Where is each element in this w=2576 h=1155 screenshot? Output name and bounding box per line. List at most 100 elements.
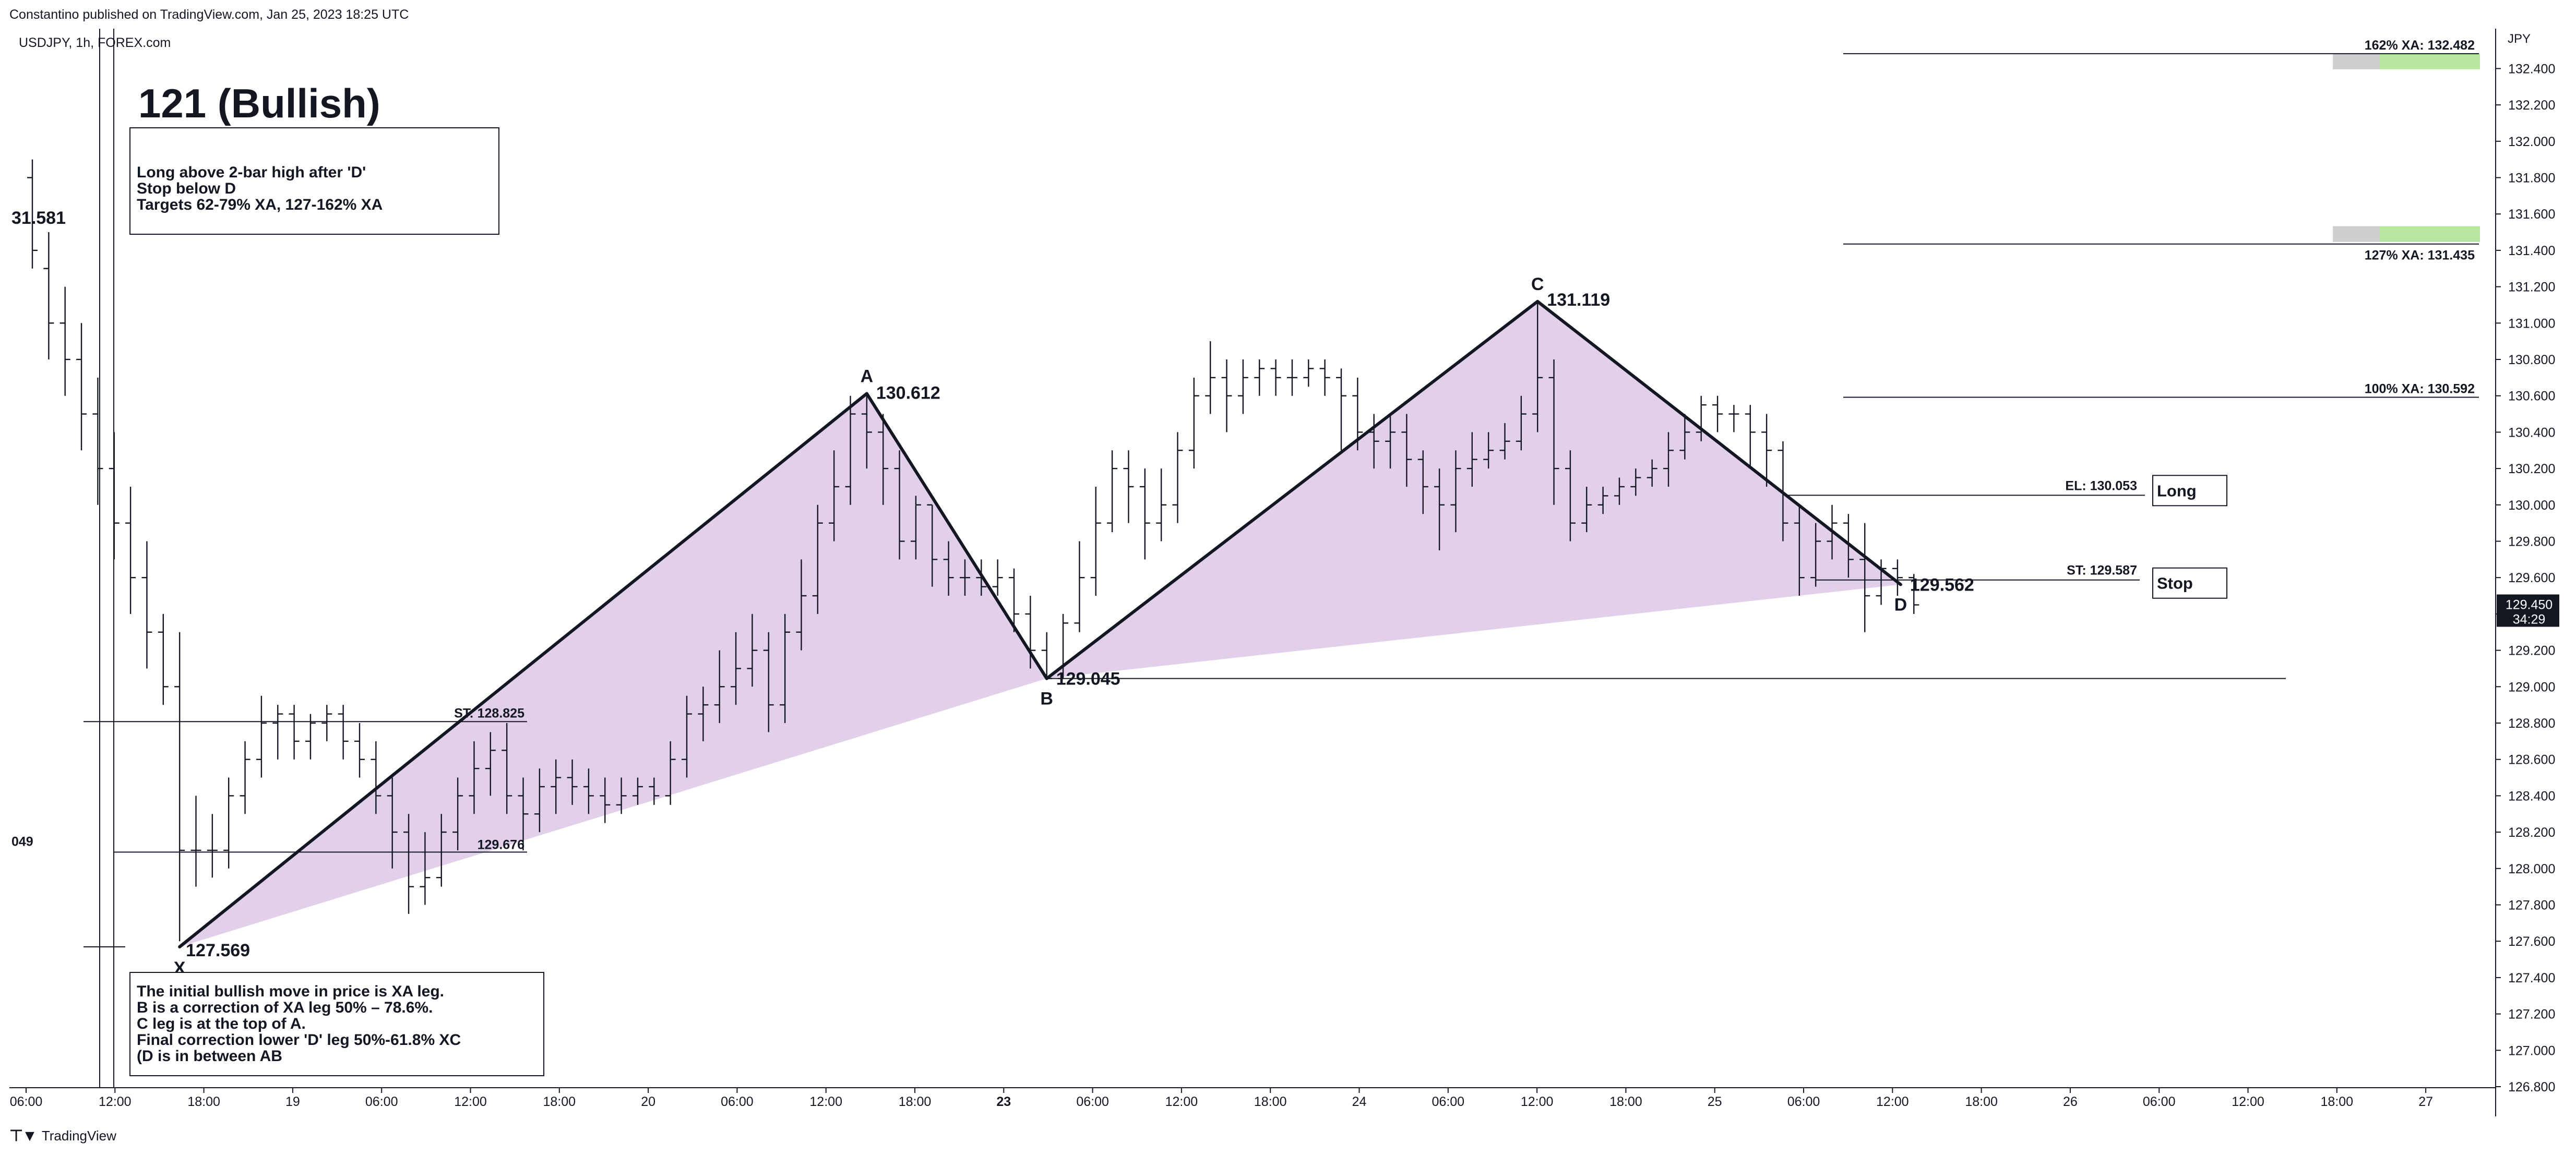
long-signal-box[interactable]: Long bbox=[2152, 475, 2227, 507]
ohlc-bar bbox=[910, 496, 921, 560]
y-tick-label: 130.000 bbox=[2508, 498, 2555, 513]
ohlc-bar bbox=[321, 705, 332, 741]
ohlc-bar bbox=[894, 450, 905, 560]
left-edge-level: 049 bbox=[11, 834, 33, 849]
ohlc-bar bbox=[1745, 405, 1756, 469]
pattern-leg-ab bbox=[865, 392, 1048, 680]
ohlc-bar bbox=[959, 559, 970, 596]
x-tick-label: 06:00 bbox=[721, 1094, 754, 1109]
ohlc-bar bbox=[583, 768, 594, 814]
ohlc-bar bbox=[174, 632, 185, 942]
ohlc-bar bbox=[1123, 450, 1134, 523]
ohlc-bar bbox=[665, 741, 676, 805]
y-tick-label: 127.800 bbox=[2508, 898, 2555, 913]
ohlc-bar bbox=[943, 541, 954, 596]
y-tick-label: 129.000 bbox=[2508, 680, 2555, 694]
x-tick-label: 12:00 bbox=[809, 1094, 842, 1109]
tradingview-footer[interactable]: ⊤▼ TradingView bbox=[9, 1127, 116, 1145]
ohlc-bar bbox=[1466, 432, 1477, 487]
y-tick-label: 130.400 bbox=[2508, 425, 2555, 440]
ohlc-bar bbox=[1909, 574, 1919, 614]
y-tick-label: 132.400 bbox=[2508, 62, 2555, 76]
point-a-letter: A bbox=[861, 367, 874, 387]
ohlc-bar bbox=[878, 414, 889, 505]
x-tick-label: 18:00 bbox=[1254, 1094, 1287, 1109]
y-tick-label: 128.200 bbox=[2508, 825, 2555, 840]
left-edge-price: 31.581 bbox=[11, 208, 66, 228]
y-tick-label: 130.800 bbox=[2508, 353, 2555, 367]
pattern-leg-cd bbox=[1536, 299, 1902, 586]
ohlc-bar bbox=[861, 393, 872, 469]
ohlc-bar bbox=[1009, 568, 1019, 632]
note-bottom-line: (D is in between AB bbox=[137, 1048, 282, 1065]
current-price-bg bbox=[2497, 594, 2559, 627]
entry-level-label: EL: 130.053 bbox=[2065, 478, 2137, 493]
ohlc-bar bbox=[272, 705, 283, 760]
note-bottom-line: The initial bullish move in price is XA … bbox=[137, 983, 444, 1000]
ohlc-bar bbox=[403, 814, 414, 914]
ohlc-bar bbox=[1107, 450, 1118, 533]
current-price-value: 129.450 bbox=[2506, 597, 2553, 612]
ohlc-bar bbox=[1434, 468, 1445, 550]
note-top-line: Targets 62-79% XA, 127-162% XA bbox=[137, 196, 383, 213]
y-tick-label: 131.800 bbox=[2508, 171, 2555, 186]
stop-left-label: ST: 128.825 bbox=[454, 706, 524, 720]
ohlc-bar bbox=[223, 777, 234, 869]
point-c-letter: C bbox=[1531, 274, 1544, 294]
ohlc-bar bbox=[1728, 405, 1739, 432]
ohlc-bar bbox=[59, 286, 70, 396]
point-c-price: 131.119 bbox=[1547, 290, 1610, 310]
ohlc-bar bbox=[845, 395, 856, 505]
y-tick-label: 127.400 bbox=[2508, 971, 2555, 985]
y-tick-label: 126.800 bbox=[2508, 1080, 2555, 1094]
ohlc-bar bbox=[534, 768, 545, 833]
y-tick-label: 131.200 bbox=[2508, 280, 2555, 295]
ohlc-bar bbox=[452, 777, 463, 850]
ohlc-bar bbox=[1270, 359, 1281, 396]
ohlc-bar bbox=[1532, 301, 1543, 432]
stop-signal-box[interactable]: Stop bbox=[2152, 567, 2227, 599]
ohlc-bar bbox=[1859, 523, 1870, 632]
ohlc-bar bbox=[551, 759, 562, 814]
ohlc-bar bbox=[1254, 359, 1265, 396]
point-a-price: 130.612 bbox=[876, 383, 940, 403]
ohlc-bar bbox=[1090, 486, 1101, 596]
ohlc-bar bbox=[338, 705, 349, 760]
pattern-leg-bc bbox=[1045, 299, 1540, 680]
long-signal-box-frame bbox=[2152, 475, 2227, 507]
y-tick-label: 128.600 bbox=[2508, 753, 2555, 767]
y-tick-label: 129.200 bbox=[2508, 644, 2555, 658]
ohlc-bar bbox=[682, 695, 692, 778]
stop-signal-box-frame bbox=[2152, 567, 2227, 599]
y-tick-label: 127.000 bbox=[2508, 1043, 2555, 1058]
note-top-line: Stop below D bbox=[137, 180, 236, 197]
ohlc-bar bbox=[141, 541, 152, 669]
target-zone-162-hatch bbox=[2333, 53, 2380, 69]
ohlc-bar bbox=[289, 705, 300, 760]
ohlc-bar bbox=[649, 777, 660, 805]
y-tick-label: 131.600 bbox=[2508, 207, 2555, 222]
ohlc-bar bbox=[1548, 359, 1559, 505]
ohlc-bar bbox=[27, 159, 38, 269]
ohlc-bar bbox=[76, 323, 87, 451]
ohlc-bar bbox=[1450, 450, 1461, 533]
y-tick-label: 128.000 bbox=[2508, 862, 2555, 876]
ohlc-bar bbox=[190, 796, 201, 887]
ohlc-bar bbox=[485, 732, 496, 796]
ohlc-bar bbox=[371, 741, 381, 814]
ohlc-bar bbox=[714, 650, 725, 723]
ohlc-bar bbox=[1614, 477, 1625, 505]
note-bottom-line: B is a correction of XA leg 50% – 78.6%. bbox=[137, 999, 433, 1016]
y-tick-label: 132.200 bbox=[2508, 98, 2555, 113]
ohlc-bar bbox=[1237, 359, 1248, 414]
ohlc-bar bbox=[1401, 414, 1412, 487]
chart-title: 121 (Bullish) bbox=[138, 80, 380, 126]
y-tick-label: 129.800 bbox=[2508, 535, 2555, 549]
x-tick-label: 12:00 bbox=[1876, 1094, 1909, 1109]
long-signal-box-text: Long bbox=[2157, 482, 2197, 500]
x-tick-label: 19 bbox=[285, 1094, 300, 1109]
ohlc-bar bbox=[1221, 359, 1232, 432]
level-127-label: 127% XA: 131.435 bbox=[2365, 248, 2475, 263]
y-tick-label: 127.200 bbox=[2508, 1007, 2555, 1022]
